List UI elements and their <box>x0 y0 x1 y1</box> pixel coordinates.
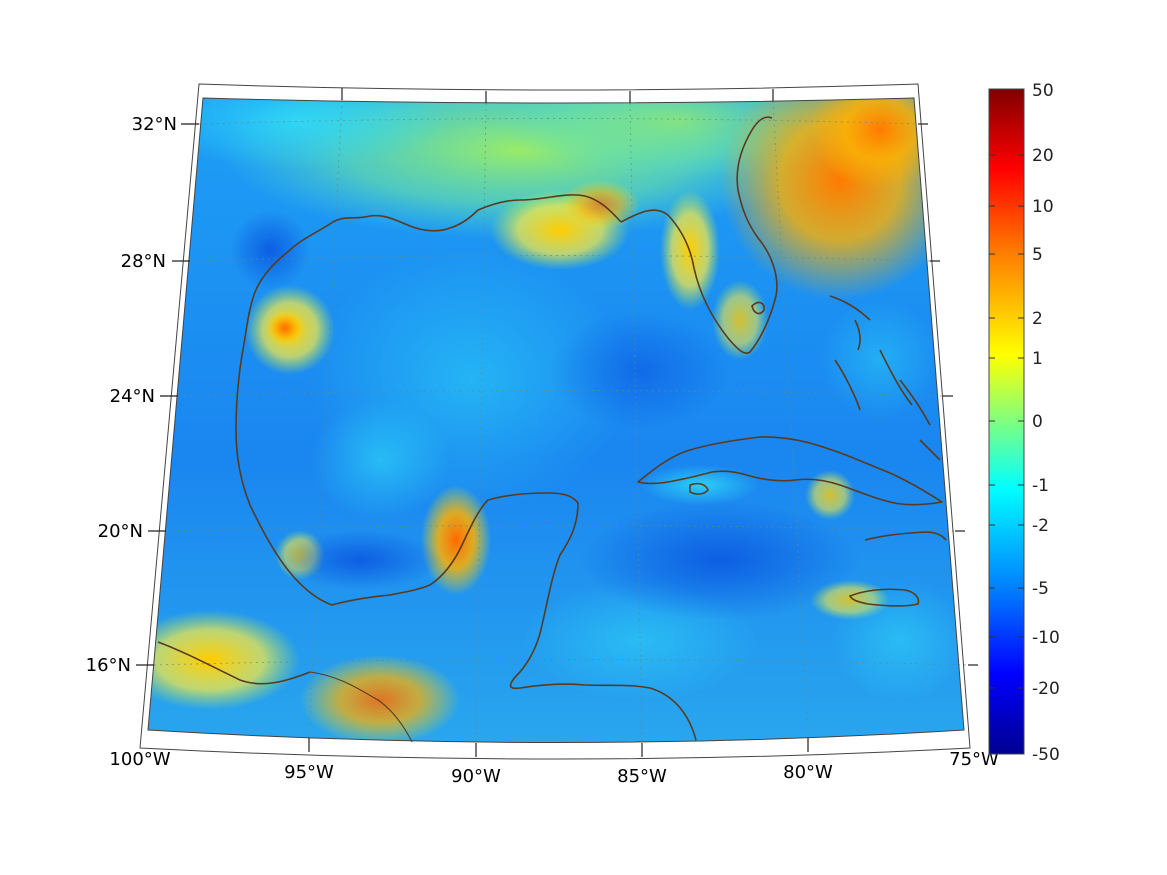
colorbar-label: 1 <box>1032 349 1043 369</box>
lon-label: 85°W <box>617 766 667 787</box>
colorbar-ticks <box>989 154 1024 689</box>
lat-label: 20°N <box>98 521 143 542</box>
jamaica-coastline <box>849 588 920 607</box>
colorbar-label: 50 <box>1032 81 1054 101</box>
lat-label: 32°N <box>132 114 177 135</box>
lat-label: 28°N <box>121 251 166 272</box>
hispaniola-coastline <box>864 531 947 541</box>
colorbar-label: -20 <box>1032 679 1060 699</box>
national-border <box>309 671 413 743</box>
lon-label: 100°W <box>109 749 170 770</box>
lat-label: 16°N <box>86 655 131 676</box>
lon-label: 95°W <box>284 762 334 783</box>
colorbar-label: -1 <box>1032 476 1049 496</box>
isla-juventud-coastline <box>689 482 709 495</box>
coastlines <box>157 116 947 743</box>
colorbar-label: 10 <box>1032 197 1054 217</box>
graticule <box>153 99 969 744</box>
data-field <box>148 98 964 743</box>
lat-ticks <box>136 123 978 666</box>
bahamas-coastline <box>829 295 941 461</box>
colorbar-label: -5 <box>1032 579 1049 599</box>
colorbar-label: -2 <box>1032 516 1049 536</box>
lake-coastline <box>751 301 765 315</box>
cuba-coastline <box>637 436 943 506</box>
gulf-coastline <box>235 116 778 741</box>
map-frame <box>139 83 971 760</box>
map-inner-frame <box>147 97 965 743</box>
central-america-coastline <box>157 641 311 685</box>
lon-label: 90°W <box>451 766 501 787</box>
colorbar-label: 0 <box>1032 412 1043 432</box>
colorbar-label: 2 <box>1032 309 1043 329</box>
lat-label: 24°N <box>110 386 155 407</box>
colorbar-label: 5 <box>1032 245 1043 265</box>
colorbar-label: -50 <box>1032 745 1060 765</box>
lon-label: 80°W <box>783 762 833 783</box>
colorbar-label: 20 <box>1032 146 1054 166</box>
lon-labels: 100°W 95°W 90°W 85°W 80°W 75°W <box>109 749 999 787</box>
colorbar-label: -10 <box>1032 628 1060 648</box>
colorbar: 50 20 10 5 2 1 0 -1 -2 -5 -10 -20 -50 <box>988 81 1060 765</box>
lon-ticks <box>308 88 809 757</box>
lat-labels: 32°N 28°N 24°N 20°N 16°N <box>86 114 177 676</box>
lon-label: 75°W <box>949 749 999 770</box>
